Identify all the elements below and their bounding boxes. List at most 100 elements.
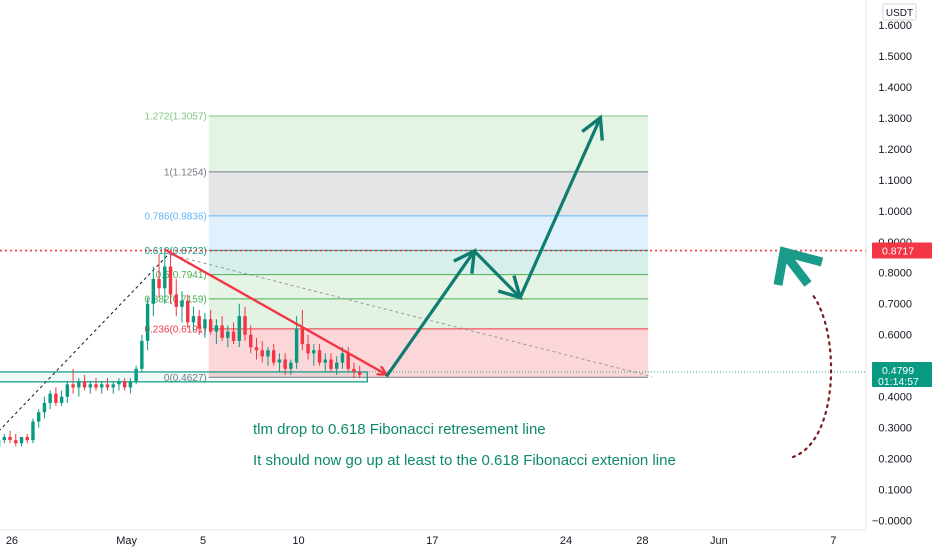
candle (71, 368, 75, 394)
candle (226, 325, 230, 348)
candle-body (19, 437, 24, 444)
time-tick-label: 26 (6, 535, 18, 547)
candle-body (260, 350, 264, 357)
candle-body (145, 303, 150, 341)
candle-body (117, 381, 121, 385)
fib-zone (208, 171, 649, 216)
candle (237, 303, 242, 348)
fib-zone (208, 215, 649, 251)
candle-body (59, 396, 64, 403)
candle (214, 319, 219, 345)
fib-zone (208, 116, 649, 172)
currency-badge (882, 3, 917, 21)
candle (36, 409, 41, 428)
currency-label: USDT (886, 8, 913, 19)
candle-body (14, 440, 18, 444)
candle (197, 309, 201, 335)
candle-body (329, 359, 333, 369)
price-tick-label: 0.7000 (878, 299, 912, 311)
candle-body (134, 368, 138, 382)
candle (31, 418, 35, 444)
annotation-text: tlm drop to 0.618 Fibonacci retresement … (253, 421, 546, 438)
price-axis[interactable] (866, 0, 932, 530)
countdown-timer: 01:14:57 (878, 376, 919, 388)
candle-body (71, 384, 75, 388)
projection-arrow (518, 114, 604, 299)
candle-body (8, 437, 12, 441)
candle (323, 353, 327, 372)
price-tick-label: 0.8000 (878, 268, 912, 280)
candle (134, 365, 138, 385)
candle-body (323, 359, 327, 363)
price-tick-label: 1.6000 (878, 20, 912, 32)
candle-body (335, 362, 339, 369)
candle-body (214, 325, 219, 332)
candle (289, 359, 293, 376)
candle (357, 365, 362, 379)
candle (48, 390, 52, 410)
big-arrowhead (773, 246, 824, 286)
price-tick-label: 0.3000 (878, 423, 912, 435)
support-box-layer (0, 371, 368, 383)
price-tick-label: 1.5000 (878, 51, 912, 63)
annotation-layer: tlm drop to 0.618 Fibonacci retresement … (253, 421, 676, 469)
candle (111, 381, 115, 394)
fibonacci-level-lines (208, 115, 649, 378)
time-tick-label: 24 (560, 535, 572, 547)
candle (249, 325, 253, 354)
candle (231, 322, 236, 345)
candle (25, 433, 29, 444)
candle (94, 378, 98, 391)
projection-arrow (473, 249, 523, 301)
candle (128, 378, 133, 394)
candle (117, 378, 121, 391)
price-tick-label: 1.0000 (878, 206, 912, 218)
time-tick-label: May (116, 535, 137, 547)
candle (208, 309, 213, 335)
red-arrow (164, 248, 385, 374)
time-tick-label: Jun (710, 535, 728, 547)
plot-area (0, 0, 866, 530)
candle-body (140, 340, 144, 369)
candle-body (197, 316, 201, 329)
price-tick-label: 0.1000 (878, 485, 912, 497)
candle (220, 316, 224, 341)
candle-body (340, 353, 345, 363)
candle-body (208, 319, 213, 332)
horizontal-line-layer (0, 249, 866, 373)
candle-body (312, 350, 316, 354)
time-axis[interactable] (0, 530, 932, 550)
candle (54, 387, 58, 407)
candle (260, 340, 264, 363)
candle-body (289, 362, 293, 369)
candle-body (357, 371, 362, 376)
candle (346, 347, 350, 372)
projection-arrow (385, 248, 477, 378)
candle (191, 306, 196, 332)
price-tick-label: 1.1000 (878, 175, 912, 187)
candle-body (48, 393, 52, 403)
price-tick-label: 1.3000 (878, 113, 912, 125)
current-price-value: 0.4799 (882, 365, 914, 377)
candle-body (220, 325, 224, 338)
dashed-trend-line (0, 253, 169, 431)
time-tick-label: 7 (830, 535, 836, 547)
candle (19, 437, 24, 447)
annotation-text: It should now go up at least to the 0.61… (253, 452, 676, 469)
fib-level-label: 0.236(0.6191) (144, 324, 206, 335)
candlestick-series (0, 247, 362, 447)
candle (2, 433, 7, 444)
candle (100, 381, 104, 394)
support-box (0, 371, 368, 383)
candle-body (266, 350, 270, 357)
candle (329, 353, 333, 372)
candle-body (100, 384, 104, 388)
candle (317, 344, 322, 366)
candle-body (36, 412, 41, 422)
candle (59, 390, 64, 407)
candle-body (31, 421, 35, 441)
price-tag-value: 0.8717 (882, 246, 914, 258)
price-tick-label: 0.4000 (878, 392, 912, 404)
candle-body (317, 350, 322, 363)
